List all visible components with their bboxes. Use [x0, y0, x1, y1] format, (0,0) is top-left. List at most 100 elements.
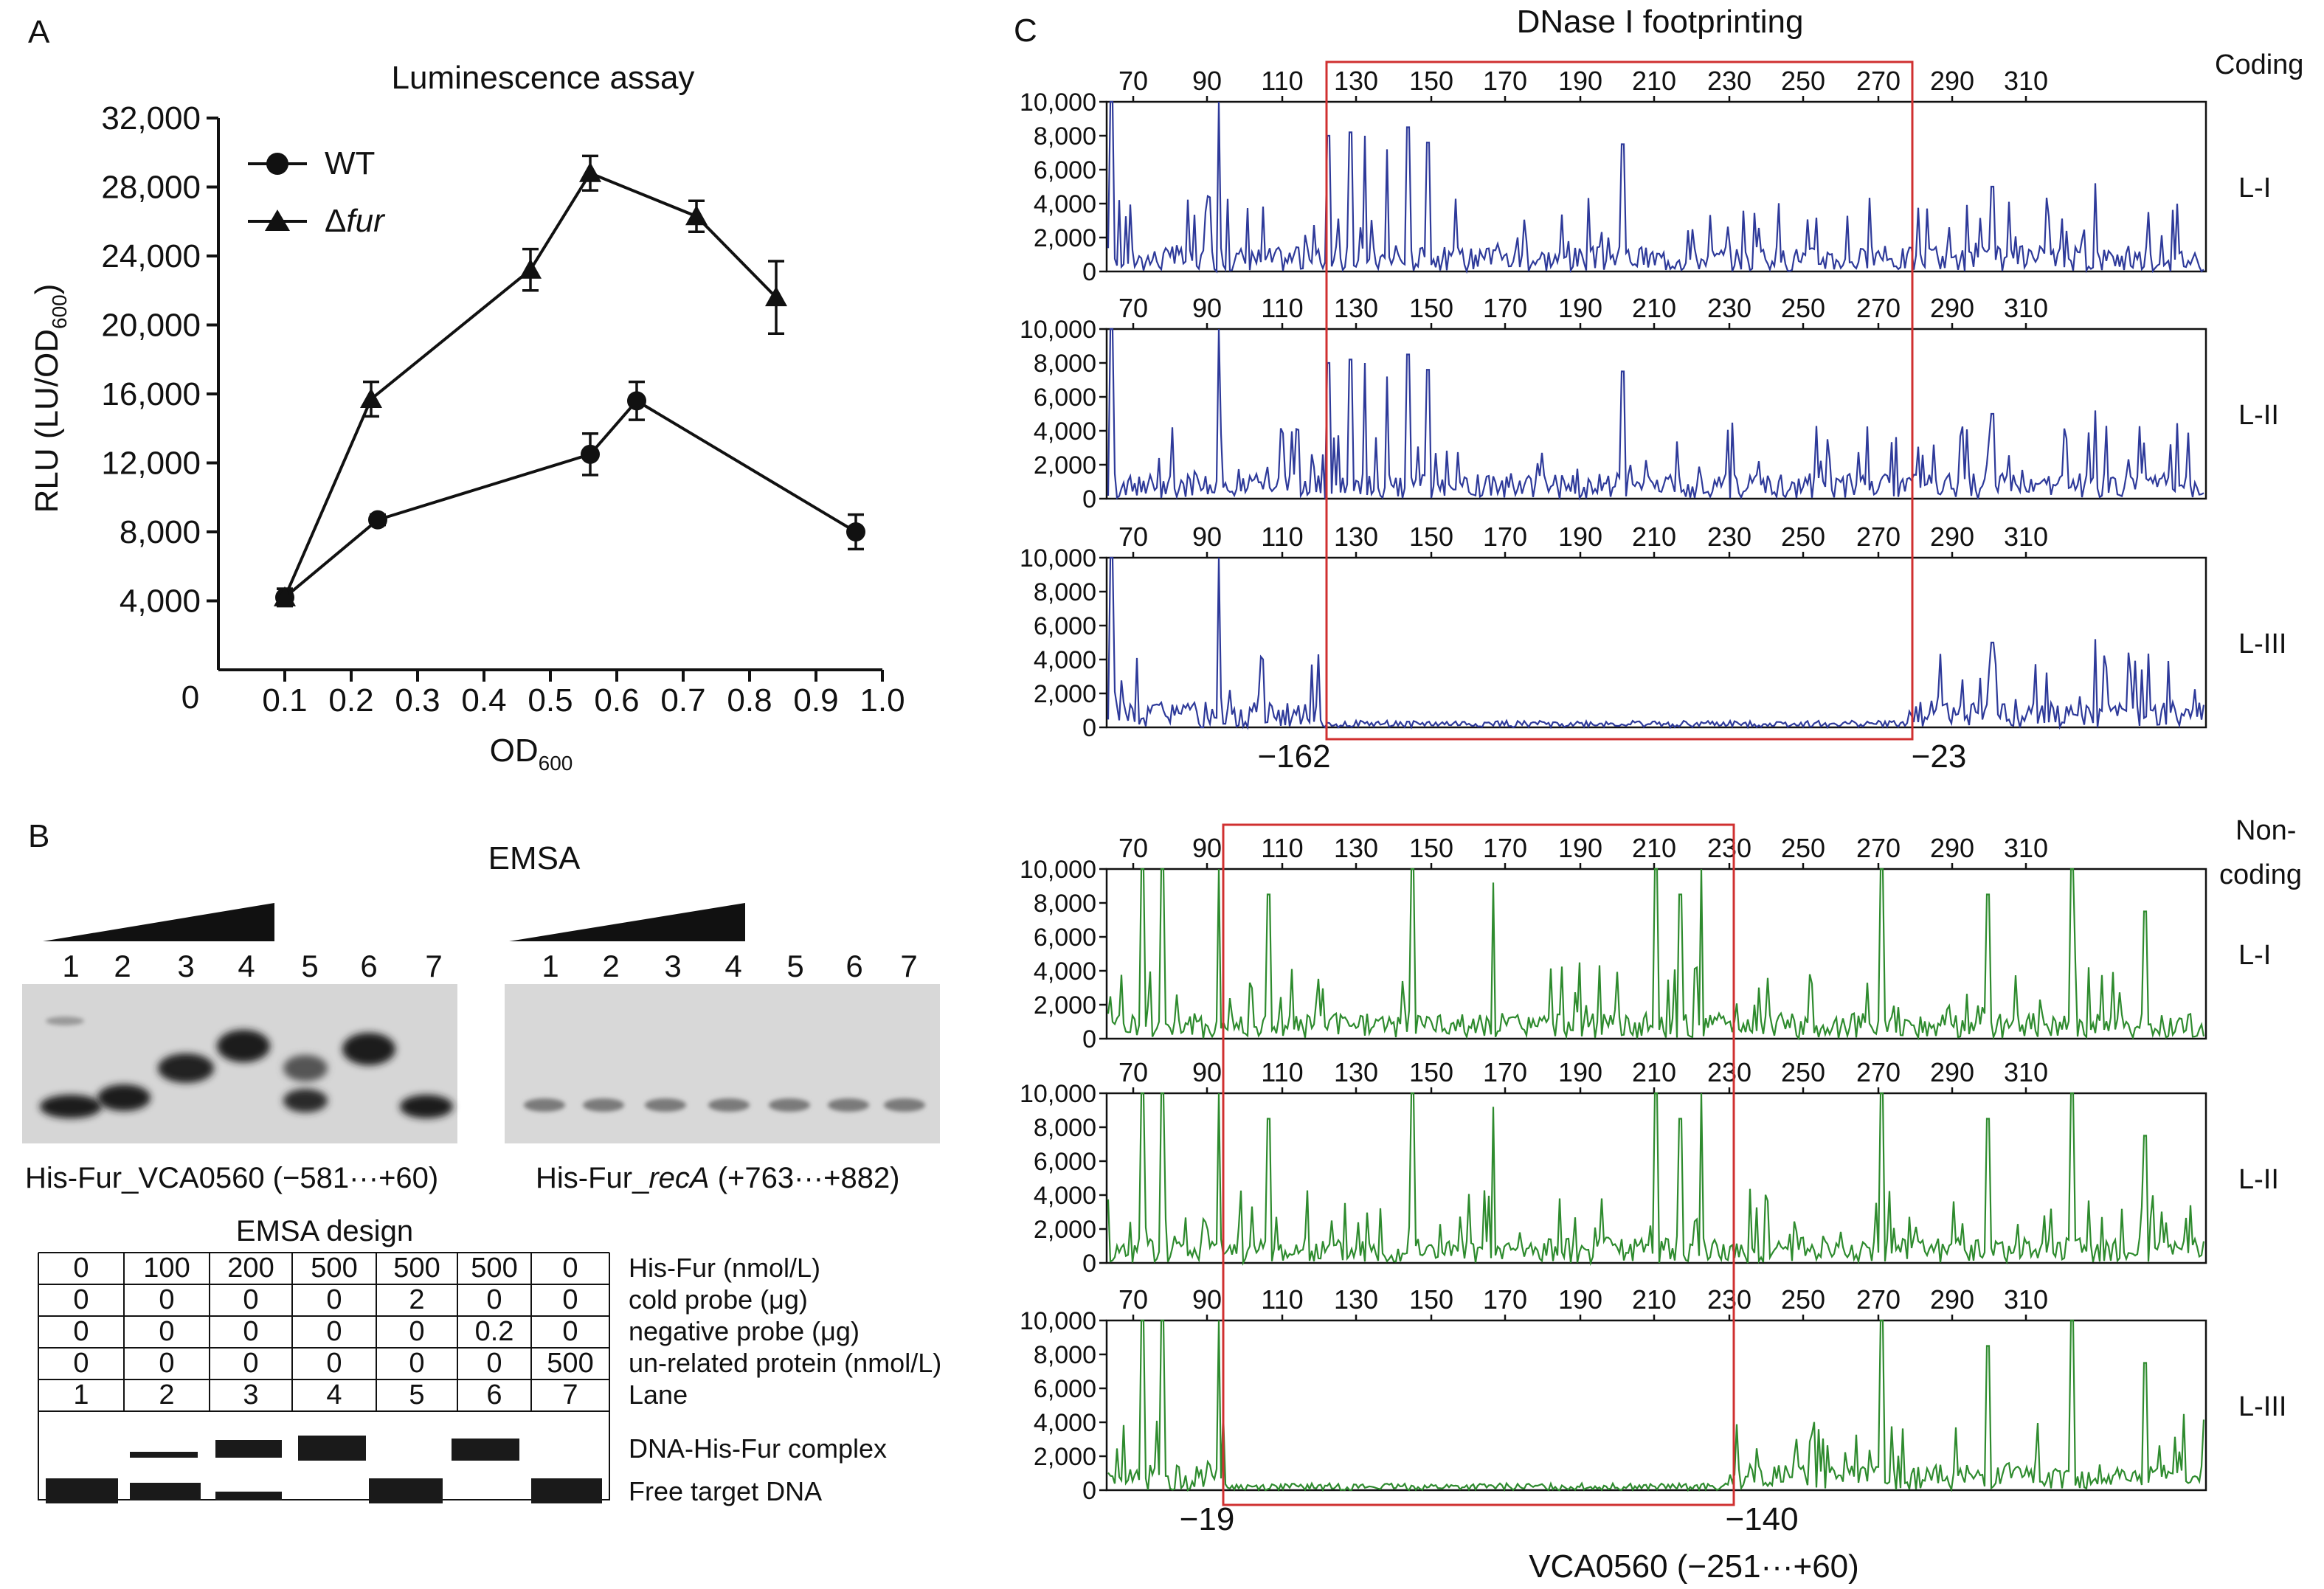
trace-x-tick-label: 110 — [1261, 1284, 1303, 1315]
trace-y-tick-label: 10,000 — [1020, 856, 1096, 884]
data-point-wt — [581, 444, 600, 464]
series-line-wt — [283, 398, 857, 599]
trace-x-tick-label: 170 — [1483, 1284, 1527, 1315]
gel-1-lane-label: 7 — [425, 949, 442, 983]
trace-y-tick-label: 4,000 — [1034, 1182, 1096, 1210]
table-cell: 500 — [547, 1348, 593, 1379]
trace-x-tick-label: 270 — [1856, 1284, 1901, 1315]
trace-y-tick-label: 6,000 — [1034, 1375, 1096, 1403]
trace-x-tick-label: 290 — [1930, 522, 1974, 552]
table-cell: 200 — [227, 1253, 274, 1284]
wedge-gel-2 — [509, 903, 745, 941]
trace-x-tick-label: 110 — [1261, 1057, 1303, 1087]
chart-a-y-tick-label: 28,000 — [101, 170, 201, 206]
chart-a-title: Luminescence assay — [392, 60, 695, 96]
chart-a-x-tick-label: 0.4 — [461, 682, 506, 719]
gel-2-caption: His-Fur_recA (+763···+882) — [536, 1162, 900, 1194]
trace-x-tick-label: 290 — [1930, 833, 1974, 863]
trace-x-tick-label: 70 — [1118, 293, 1148, 323]
chart-a-x-tick-label: 0.9 — [793, 682, 838, 719]
data-point-wt — [846, 522, 865, 541]
trace-x-tick-label: 210 — [1632, 1284, 1676, 1315]
data-point-wt — [368, 510, 387, 530]
noncoding-box-left-label: −19 — [1180, 1501, 1235, 1537]
chart-a-y-tick-label: 32,000 — [101, 100, 201, 136]
trace-y-tick-label: 6,000 — [1034, 384, 1096, 412]
schematic-free-band — [369, 1478, 443, 1503]
table-cell: 6 — [486, 1379, 502, 1410]
trace-x-tick-label: 210 — [1632, 293, 1676, 323]
trace-y-tick-label: 8,000 — [1034, 578, 1096, 606]
schematic-free-band — [215, 1492, 282, 1500]
trace-x-tick-label: 150 — [1409, 66, 1453, 96]
trace-frame-noncoding — [1105, 1319, 2207, 1492]
table-cell: 0 — [73, 1284, 89, 1315]
gel-2-background — [505, 984, 940, 1143]
trace-x-tick-label: 190 — [1558, 1284, 1602, 1315]
trace-x-tick-label: 130 — [1334, 66, 1378, 96]
trace-x-tick-label: 150 — [1409, 293, 1453, 323]
coding-strand-label: Coding — [2215, 49, 2303, 80]
chart-a-x-tick-label: 0.5 — [528, 682, 573, 719]
footprint-title: DNase I footprinting — [1517, 4, 1804, 40]
table-cell: 0 — [562, 1284, 578, 1315]
table-cell: 3 — [243, 1379, 258, 1410]
coding-box-left-label: −162 — [1257, 738, 1330, 775]
chart-a-x-tick-label: 0.7 — [660, 682, 705, 719]
gel-1-lane-labels: 1 2 3 4 5 6 7 — [62, 949, 442, 983]
gel-2-lane-label: 6 — [845, 949, 862, 983]
trace-x-tick-label: 90 — [1192, 522, 1222, 552]
trace-x-tick-label: 230 — [1707, 833, 1751, 863]
emsa-design-title: EMSA design — [236, 1215, 413, 1247]
chart-a-ylabel-sub: 600 — [48, 294, 71, 329]
trace-x-tick-label: 150 — [1409, 1284, 1453, 1315]
trace-y-tick-label: 8,000 — [1034, 122, 1096, 150]
legend-marker-fur — [265, 210, 290, 231]
protected-region-box-coding — [1325, 60, 1914, 741]
trace-x-tick-label: 110 — [1261, 293, 1303, 323]
trace-y-tick-label: 0 — [1082, 1025, 1096, 1053]
table-row-label: negative probe (μg) — [629, 1316, 860, 1346]
footprint-plots: 0 2,000 4,000 6,000 8,000 10,000 70 90 110 130 150… — [1020, 49, 2303, 1585]
series-line-fur — [283, 171, 778, 598]
gel-1-band — [400, 1095, 453, 1118]
table-cell: 0.2 — [475, 1316, 514, 1347]
panel-label-a: A — [28, 14, 50, 50]
trace-x-tick-label: 250 — [1781, 833, 1825, 863]
trace-y-tick-label: 10,000 — [1020, 1307, 1096, 1335]
legend-label-fur-prefix: Δ — [325, 203, 346, 239]
wedge-gel-1 — [43, 903, 274, 941]
table-cell: 0 — [73, 1253, 89, 1284]
trace-x-tick-label: 310 — [2004, 522, 2048, 552]
table-row-label: cold probe (μg) — [629, 1284, 808, 1315]
table-cell: 0 — [159, 1348, 174, 1379]
trace-row-label: L-III — [2238, 629, 2286, 660]
noncoding-box-right-label: −140 — [1725, 1501, 1798, 1537]
gel-1-background — [22, 984, 457, 1143]
panel-label-b: B — [28, 818, 49, 854]
gel-2-band — [828, 1098, 869, 1112]
gel-2-lane-label: 7 — [900, 949, 917, 983]
trace-row-label: L-II — [2238, 1164, 2279, 1195]
noncoding-xlabel: VCA0560 (−251···+60) — [1529, 1548, 1859, 1585]
data-point-fur — [579, 162, 601, 182]
data-point-fur — [519, 258, 542, 279]
trace-y-tick-label: 0 — [1082, 485, 1096, 513]
trace-y-tick-label: 2,000 — [1034, 680, 1096, 708]
chart-a-y-tick-label: 24,000 — [101, 238, 201, 274]
trace-line-noncoding — [1107, 1319, 2205, 1492]
trace-x-tick-label: 210 — [1632, 522, 1676, 552]
trace-x-tick-label: 310 — [2004, 1057, 2048, 1087]
table-cell: 1 — [73, 1379, 89, 1410]
legend-label-fur: Δfur — [325, 203, 386, 239]
noncoding-strand-label: Non- — [2235, 815, 2296, 846]
gel-2-band — [769, 1098, 810, 1112]
table-cell: 0 — [73, 1348, 89, 1379]
gel-2-caption-italic: recA — [649, 1162, 709, 1194]
trace-y-tick-label: 2,000 — [1034, 1216, 1096, 1244]
table-cell: 0 — [159, 1316, 174, 1347]
emsa-design-table: 0 100 200 500 500 500 0 His-Fur (nmol/L)0 0 0 0 2 0 0… — [38, 1252, 941, 1506]
trace-y-tick-label: 0 — [1082, 258, 1096, 286]
chart-a-legend: WT Δfur — [248, 145, 386, 239]
trace-line-noncoding — [1107, 1092, 2205, 1267]
